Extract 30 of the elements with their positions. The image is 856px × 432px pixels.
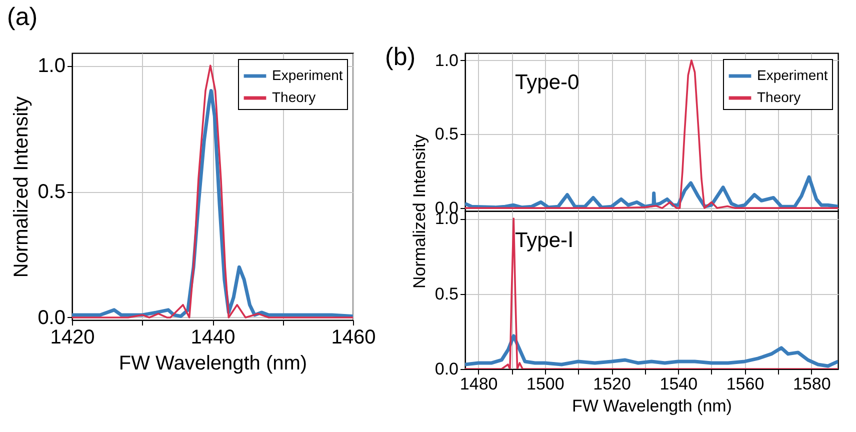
y-tick-label: 0.5 xyxy=(38,181,66,204)
x-tick-label: 1460 xyxy=(331,326,376,348)
x-tick-label: 1520 xyxy=(593,374,631,394)
y-tick-label: 0.0 xyxy=(38,306,66,329)
legend-label: Experiment xyxy=(757,67,828,83)
x-tick-label: 1560 xyxy=(726,374,764,394)
text: (b) xyxy=(385,43,416,71)
y-tick-label: 0.5 xyxy=(434,284,458,304)
x-tick-label: 1580 xyxy=(792,374,831,394)
x-axis-title: FW Wavelength (nm) xyxy=(572,396,732,416)
y-axis-title: Normalized Intensity xyxy=(410,134,429,289)
line-series xyxy=(465,59,838,209)
x-tick-label: 1480 xyxy=(460,374,498,394)
y-tick-label: 1.0 xyxy=(434,50,458,70)
legend-label: Theory xyxy=(757,89,801,105)
x-axis-title: FW Wavelength (nm) xyxy=(118,352,308,374)
annotation: Type-Ⅰ xyxy=(515,229,574,252)
x-tick-label: 1440 xyxy=(190,326,236,348)
line-series xyxy=(465,175,838,210)
legend-label: Theory xyxy=(272,89,316,105)
x-tick-label: 1500 xyxy=(526,374,564,394)
y-tick-label: 0.5 xyxy=(434,124,458,144)
x-tick-label: 1540 xyxy=(660,374,698,394)
y-tick-label: 0.0 xyxy=(434,360,458,378)
annotation: Type-0 xyxy=(515,71,580,94)
y-axis-title: Normalized Intensity xyxy=(10,96,33,278)
legend-label: Experiment xyxy=(272,67,343,83)
text: (a) xyxy=(7,3,38,31)
x-tick-label: 1420 xyxy=(50,326,95,348)
y-tick-label: 1.0 xyxy=(38,55,66,78)
